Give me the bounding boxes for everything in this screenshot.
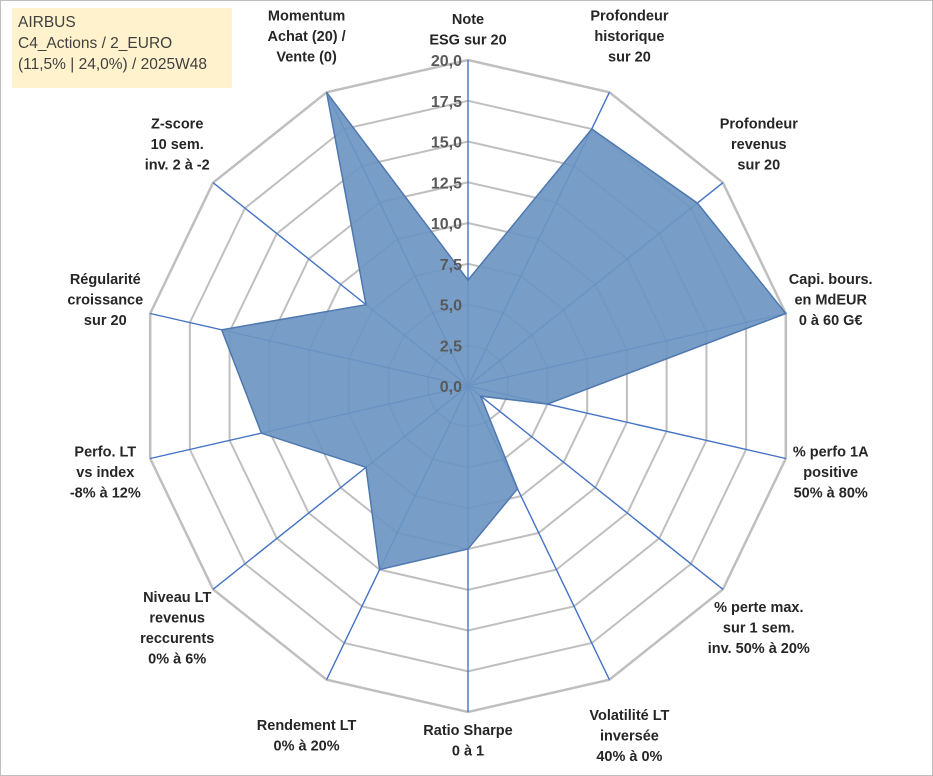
tick-label: 0,0 [440, 379, 462, 396]
axis-label-line: Régularité [70, 272, 141, 288]
tick-label: 12,5 [431, 175, 462, 192]
tick-label: 15,0 [431, 135, 462, 152]
axis-label-line: Profondeur [590, 9, 668, 25]
axis-label-line: vs index [76, 465, 134, 481]
axis-label-line: Z-score [151, 116, 203, 132]
axis-label: Capi. bours. en MdEUR 0 à 60 G€ [789, 272, 873, 329]
axis-label: Note ESG sur 20 [429, 12, 506, 49]
axis-label-line: sur 20 [608, 50, 651, 66]
tick-label: 7,5 [440, 257, 462, 274]
axis-label-line: inv. 2 à -2 [145, 157, 210, 173]
axis-label-line: Vente (0) [276, 50, 337, 66]
axis-label-line: Note [452, 12, 484, 28]
company-name: AIRBUS [18, 14, 76, 31]
tick-label: 5,0 [440, 298, 462, 315]
axis-label-line: -8% à 12% [70, 486, 141, 502]
axis-label-line: reccurents [140, 631, 214, 647]
axis-label-line: % perfo 1A [793, 445, 869, 461]
axis-label-line: 0% à 6% [148, 651, 206, 667]
axis-label-line: Profondeur [720, 116, 798, 132]
axis-label-line: % perte max. [714, 600, 803, 616]
stats-week: (11,5% | 24,0%) / 2025W48 [18, 56, 207, 73]
axis-label-line: 0 à 60 G€ [799, 313, 863, 329]
axis-label-line: sur 20 [737, 157, 780, 173]
axis-label-line: Ratio Sharpe [423, 723, 512, 739]
axis-label-line: inversée [600, 728, 659, 744]
axis-label-line: sur 20 [84, 313, 127, 329]
data-series-area [220, 91, 788, 571]
tick-label: 17,5 [431, 94, 462, 111]
axis-label-line: Niveau LT [143, 590, 211, 606]
axis-label-line: sur 1 sem. [723, 621, 795, 637]
axis-label: Volatilité LT inversée 40% à 0% [589, 708, 669, 765]
axis-label-line: historique [594, 29, 664, 45]
portfolio-category: C4_Actions / 2_EURO [18, 35, 173, 52]
axis-label: Profondeur revenus sur 20 [720, 116, 798, 173]
axis-label: Momentum Achat (20) / Vente (0) [268, 9, 346, 66]
axis-label-line: en MdEUR [794, 292, 867, 308]
axis-label-line: revenus [149, 610, 205, 626]
axis-spoke [467, 385, 724, 590]
axis-label: Perfo. LT vs index -8% à 12% [70, 445, 141, 502]
axis-label: Rendement LT 0% à 20% [257, 718, 357, 755]
axis-label-line: Rendement LT [257, 718, 357, 734]
axis-label: Profondeur historique sur 20 [590, 9, 668, 66]
axis-label: Niveau LT revenus reccurents 0% à 6% [140, 590, 214, 668]
axis-label: % perfo 1A positive 50% à 80% [793, 445, 869, 502]
axis-label-line: Perfo. LT [74, 445, 136, 461]
info-box: AIRBUS C4_Actions / 2_EURO (11,5% | 24,0… [12, 8, 232, 88]
axis-label-line: 40% à 0% [596, 749, 662, 765]
axis-label: Ratio Sharpe 0 à 1 [423, 723, 512, 760]
axis-label-line: 0 à 1 [452, 744, 484, 760]
axis-label: Régularité croissance sur 20 [67, 272, 143, 329]
axis-label: Z-score 10 sem. inv. 2 à -2 [145, 116, 210, 173]
tick-label: 10,0 [431, 216, 462, 233]
axis-label-line: positive [803, 465, 858, 481]
tick-label: 2,5 [440, 338, 462, 355]
axis-label-line: Momentum [268, 9, 345, 25]
axis-label-line: 0% à 20% [274, 739, 340, 755]
axis-label-line: 10 sem. [151, 137, 204, 153]
axis-label-line: Achat (20) / [268, 29, 346, 45]
axis-label-line: Volatilité LT [589, 708, 669, 724]
axis-label-line: ESG sur 20 [429, 33, 506, 49]
axis-label: % perte max. sur 1 sem. inv. 50% à 20% [708, 600, 810, 657]
axis-label-line: 50% à 80% [794, 486, 868, 502]
axis-label-line: inv. 50% à 20% [708, 641, 810, 657]
axis-label-line: revenus [731, 137, 787, 153]
axis-label-line: croissance [67, 292, 143, 308]
axis-label-line: Capi. bours. [789, 272, 873, 288]
tick-label: 20,0 [431, 53, 462, 70]
